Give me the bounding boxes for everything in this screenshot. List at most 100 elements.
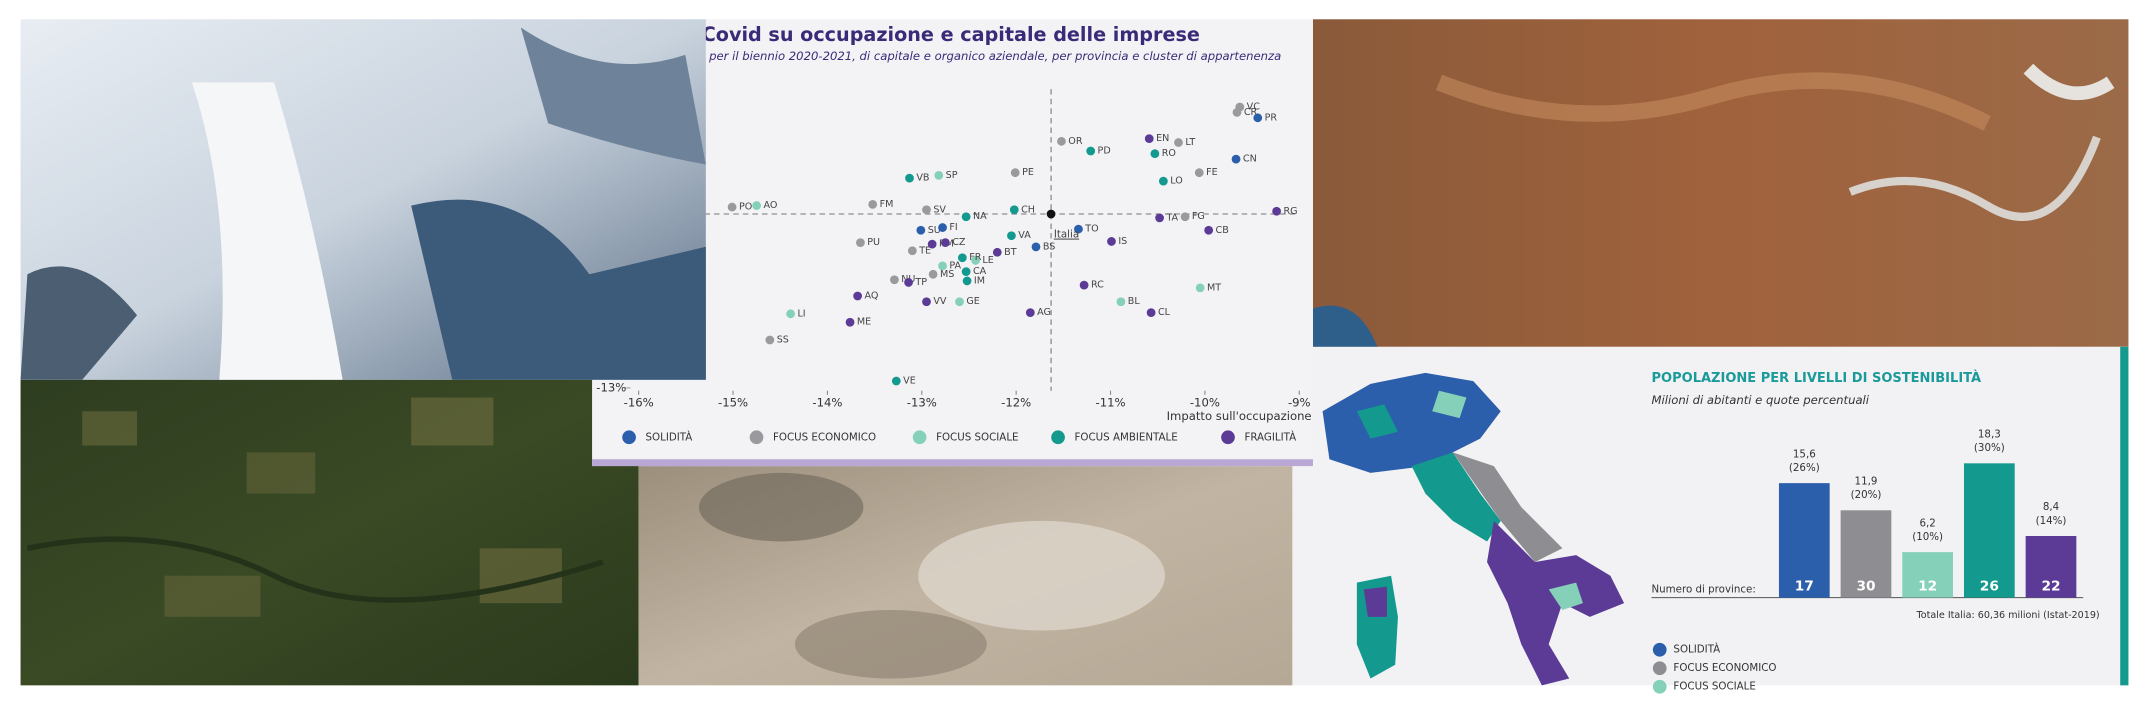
point	[916, 225, 926, 235]
point	[752, 201, 762, 210]
share-label: (14%)	[2036, 515, 2067, 527]
point	[891, 376, 901, 386]
point	[1031, 242, 1041, 252]
point-label: RC	[1091, 280, 1104, 291]
point	[992, 247, 1002, 257]
legend-swatch	[1652, 661, 1667, 676]
point-label: FM	[880, 199, 894, 210]
point	[1007, 231, 1016, 241]
point-label: CH	[1021, 204, 1035, 215]
point	[922, 205, 931, 215]
point-label: VA	[1018, 230, 1031, 241]
point	[765, 335, 775, 345]
point-label: GE	[966, 296, 979, 307]
quarry-image	[638, 466, 1293, 686]
scatter-panel: Covid su occupazione e capitale delle im…	[592, 19, 1313, 467]
point	[1079, 280, 1089, 290]
x-tick-label: -11%	[1096, 396, 1126, 410]
count-label: 30	[1856, 579, 1875, 595]
x-tick-label: -12%	[1001, 396, 1031, 410]
x-axis-label: Impatto sull'occupazione	[1167, 409, 1312, 423]
point	[1194, 168, 1204, 178]
legend-label: FOCUS SOCIALE	[1673, 681, 1755, 693]
point-label: MT	[1207, 282, 1221, 293]
point	[1107, 237, 1116, 246]
legend-swatch	[749, 430, 764, 445]
point-label: CA	[973, 266, 987, 277]
point	[1204, 225, 1214, 235]
point-label: BS	[1043, 241, 1055, 252]
point	[905, 173, 914, 183]
legend-label: FOCUS ECONOMICO	[1673, 662, 1776, 674]
x-tick-label: -15%	[718, 396, 748, 410]
point-label: CB	[1216, 225, 1229, 236]
point-label: BT	[1004, 247, 1017, 258]
point-label: SP	[946, 170, 958, 181]
point	[971, 256, 980, 265]
point-label: FE	[1206, 167, 1218, 178]
point	[1010, 168, 1020, 178]
forest-image	[20, 379, 639, 686]
point	[1253, 113, 1263, 123]
point	[853, 291, 862, 301]
share-label: (30%)	[1974, 442, 2005, 454]
point-label: TA	[1165, 212, 1178, 223]
x-tick-label: -10%	[1190, 396, 1220, 410]
reference-point	[1046, 209, 1056, 219]
point	[938, 261, 947, 271]
chart-subtitle: , per il biennio 2020-2021, di capitale …	[702, 49, 1282, 63]
point-label: OR	[1068, 136, 1083, 147]
italy-map	[1322, 372, 1625, 686]
point	[786, 309, 795, 319]
point	[727, 202, 737, 212]
point	[1231, 154, 1241, 164]
value-label: 8,4	[2043, 501, 2059, 513]
point	[868, 199, 878, 209]
point-label: VC	[1247, 101, 1261, 112]
point	[940, 238, 950, 248]
point	[1144, 134, 1154, 144]
legend-label: FOCUS ECONOMICO	[773, 431, 876, 443]
legend-label: FOCUS SOCIALE	[936, 431, 1018, 443]
point-label: TP	[914, 277, 927, 288]
point-label: AQ	[864, 291, 878, 302]
bar	[2025, 535, 2077, 598]
bar	[1840, 510, 1892, 598]
legend-swatch	[622, 430, 636, 445]
x-tick-label: -14%	[812, 396, 842, 410]
point-label: PU	[867, 237, 880, 248]
point-label: RO	[1162, 148, 1176, 159]
point-label: SV	[933, 204, 946, 215]
value-label: 11,9	[1855, 476, 1878, 488]
desert-image	[1312, 19, 2129, 347]
legend-label: FRAGILITÀ	[1244, 430, 1296, 443]
point	[907, 246, 917, 256]
point	[957, 253, 967, 263]
point	[890, 275, 899, 285]
point-label: LO	[1170, 176, 1183, 187]
point	[1180, 212, 1190, 222]
point-label: TO	[1084, 224, 1098, 235]
legend-label: FOCUS AMBIENTALE	[1075, 431, 1178, 443]
x-tick-label: -9%	[1288, 396, 1311, 410]
count-label: 26	[1980, 579, 1999, 595]
value-label: 15,6	[1793, 448, 1816, 460]
point	[845, 317, 855, 327]
point-label: VV	[933, 296, 947, 307]
chart-title: Covid su occupazione e capitale delle im…	[702, 23, 1200, 46]
point-label: PO	[739, 202, 752, 213]
point-label: FI	[949, 222, 957, 233]
point-label: IS	[1118, 236, 1127, 247]
point-label: CZ	[952, 237, 966, 248]
legend-label: SOLIDITÀ	[1673, 643, 1720, 656]
bar	[1778, 483, 1830, 598]
point-label: LI	[797, 308, 805, 319]
point	[1025, 308, 1035, 317]
x-tick-label: -16%	[624, 396, 654, 410]
point-label: AG	[1037, 307, 1051, 318]
point	[922, 297, 931, 307]
legend-swatch	[912, 430, 927, 445]
point	[904, 278, 913, 287]
